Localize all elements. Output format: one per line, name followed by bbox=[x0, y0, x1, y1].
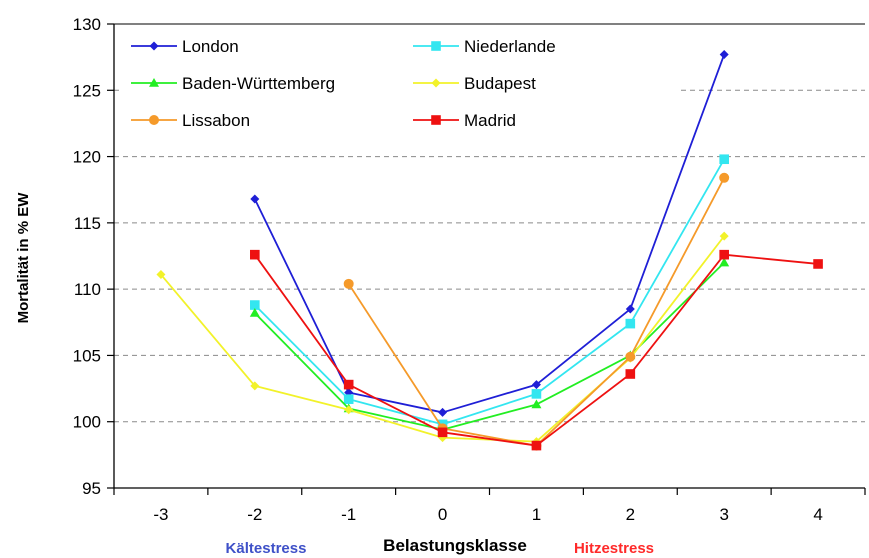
axis-labels: Mortalität in % EW Belastungsklasse Kält… bbox=[15, 192, 654, 557]
y-axis-label: Mortalität in % EW bbox=[15, 192, 32, 324]
data-point bbox=[719, 249, 729, 260]
series-line bbox=[254, 261, 725, 431]
legend-label: Lissabon bbox=[182, 111, 250, 130]
legend-item: Madrid bbox=[413, 111, 516, 130]
y-tick-label: 110 bbox=[74, 280, 101, 299]
legend-label: Madrid bbox=[464, 111, 516, 130]
legend-marker bbox=[149, 78, 159, 87]
data-point bbox=[625, 369, 636, 379]
data-point bbox=[719, 154, 729, 165]
axes: 95 100 105 110 115 120 125 130 -3 -2 -1 0 1 2 3 4 bbox=[73, 15, 866, 524]
y-tick-label: 105 bbox=[73, 346, 101, 365]
legend-item: Niederlande bbox=[413, 37, 556, 56]
x-tick-label: -2 bbox=[247, 505, 262, 524]
x-axis-label: Belastungsklasse bbox=[383, 536, 527, 555]
x-tick-label: 4 bbox=[813, 505, 822, 524]
x-tick-label: 1 bbox=[532, 505, 541, 524]
legend-item: London bbox=[131, 37, 239, 56]
x-tick-label: 0 bbox=[438, 505, 447, 524]
grid-lines bbox=[114, 89, 865, 423]
data-point bbox=[625, 351, 636, 362]
legend-box bbox=[120, 29, 677, 136]
legend-marker bbox=[431, 115, 441, 125]
legend-label: Baden-Württemberg bbox=[182, 74, 335, 93]
series-baden-w-rttemberg bbox=[249, 257, 730, 434]
x-tick-label: -3 bbox=[153, 505, 168, 524]
y-tick-label: 115 bbox=[74, 214, 101, 233]
data-point bbox=[813, 259, 823, 269]
legend-item: Budapest bbox=[413, 74, 536, 93]
legend-marker bbox=[149, 41, 159, 51]
legend: London Niederlande Baden-Württemberg Budape… bbox=[131, 37, 556, 130]
data-point bbox=[719, 231, 729, 241]
legend-marker bbox=[431, 78, 441, 88]
data-point bbox=[250, 381, 260, 391]
legend-label: Niederlande bbox=[464, 37, 556, 56]
data-point bbox=[343, 379, 354, 390]
data-point bbox=[719, 257, 730, 267]
data-point bbox=[250, 249, 260, 260]
data-point bbox=[344, 405, 354, 415]
y-tick-label: 100 bbox=[73, 413, 101, 432]
data-point bbox=[719, 172, 730, 183]
y-tick-label: 130 bbox=[73, 15, 101, 34]
series-line bbox=[254, 253, 819, 447]
data-point bbox=[438, 407, 448, 417]
data-point bbox=[156, 270, 166, 280]
y-tick-label: 125 bbox=[73, 81, 101, 100]
x-tick-label: -1 bbox=[341, 505, 356, 524]
cold-stress-annotation: Kältestress bbox=[226, 540, 307, 557]
series-line bbox=[254, 158, 725, 426]
legend-item: Baden-Württemberg bbox=[131, 74, 335, 93]
data-point bbox=[437, 427, 448, 438]
legend-marker bbox=[431, 41, 441, 51]
legend-label: London bbox=[182, 37, 239, 56]
data-point bbox=[343, 394, 354, 404]
legend-label: Budapest bbox=[464, 74, 536, 93]
data-point bbox=[531, 389, 542, 399]
data-point bbox=[531, 399, 542, 409]
series-niederlande bbox=[250, 154, 729, 430]
data-point bbox=[719, 49, 729, 59]
data-point bbox=[625, 318, 636, 329]
legend-marker bbox=[149, 115, 159, 125]
data-point bbox=[250, 300, 260, 310]
data-point bbox=[250, 194, 260, 204]
legend-item: Lissabon bbox=[131, 111, 250, 130]
series-lissabon bbox=[343, 172, 730, 451]
data-point bbox=[249, 308, 260, 317]
heat-stress-annotation: Hitzestress bbox=[574, 540, 654, 557]
legend-background bbox=[120, 29, 677, 136]
series-layer bbox=[156, 49, 823, 451]
x-tick-label: 2 bbox=[626, 505, 635, 524]
data-point bbox=[625, 304, 635, 314]
data-point bbox=[531, 440, 542, 451]
data-point bbox=[343, 278, 354, 289]
data-point bbox=[531, 380, 541, 390]
x-tick-label: 3 bbox=[719, 505, 728, 524]
series-line bbox=[254, 54, 726, 414]
series-madrid bbox=[250, 249, 823, 451]
y-tick-label: 120 bbox=[73, 148, 101, 167]
y-tick-label: 95 bbox=[82, 479, 101, 498]
